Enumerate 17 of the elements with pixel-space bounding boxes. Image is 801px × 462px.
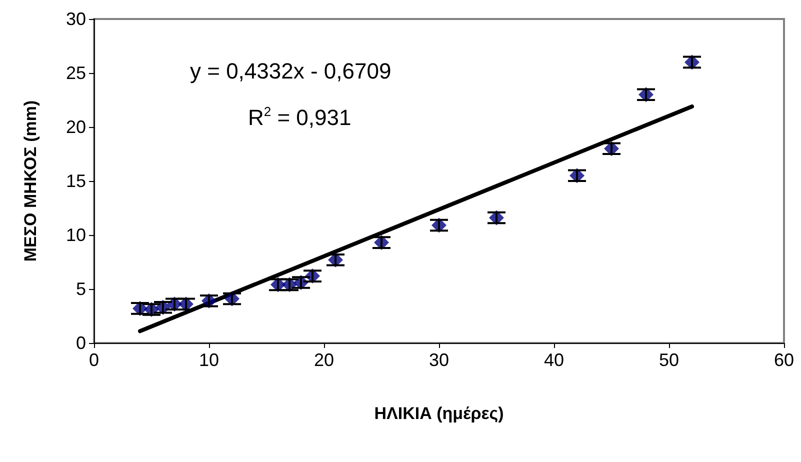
annotation: y = 0,4332x - 0,6709 — [190, 58, 392, 84]
x-tick-label: 0 — [88, 350, 100, 370]
x-tick-label: 20 — [314, 350, 334, 370]
x-tick-label: 40 — [544, 350, 564, 370]
y-tick-label: 20 — [66, 117, 86, 137]
x-tick-label: 60 — [774, 350, 794, 370]
y-tick-label: 5 — [76, 279, 86, 299]
x-tick-label: 50 — [658, 350, 680, 370]
x-tick-label: 10 — [198, 350, 220, 370]
x-axis-title: ΗΛΙΚΙΑ (ημέρες) — [374, 404, 504, 423]
x-tick-label: 30 — [428, 350, 450, 370]
y-tick-label: 30 — [66, 9, 86, 29]
y-tick-label: 0 — [76, 333, 86, 353]
y-tick-label: 15 — [66, 171, 86, 191]
y-tick-label: 10 — [66, 225, 86, 245]
y-tick-label: 25 — [66, 63, 86, 83]
y-axis-title: ΜΕΣΟ ΜΗΚΟΣ (mm) — [21, 100, 40, 262]
